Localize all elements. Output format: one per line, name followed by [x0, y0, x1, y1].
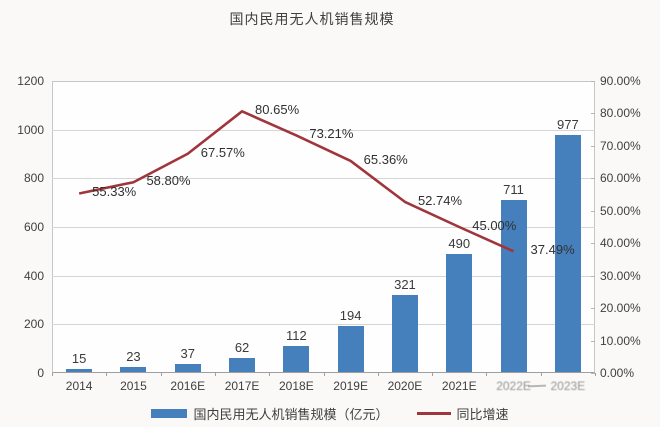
bar-value-label: 977: [556, 117, 579, 133]
bar-value-label: 490: [448, 235, 471, 251]
legend-item-growth: 同比增速: [416, 404, 509, 423]
x-axis-tick-mark: [269, 373, 271, 376]
y-axis-right-tick-label: 90.00%: [600, 74, 641, 88]
y-axis-right-tick-label: 50.00%: [600, 203, 641, 218]
y-axis-right-tick-label: 40.00%: [600, 236, 641, 251]
right-axis-tick-mark: [591, 308, 595, 310]
growth-point-label: 52.74%: [417, 192, 463, 208]
y-axis-left-tick-label: 0: [37, 366, 44, 380]
growth-point-label: 67.57%: [200, 144, 245, 160]
x-axis-tick-label: 2017E: [224, 379, 260, 393]
x-axis-tick-mark: [540, 373, 542, 376]
x-axis-tick-mark: [214, 373, 216, 376]
sales-bar: [337, 325, 364, 372]
x-axis-tick-mark: [323, 373, 325, 376]
gridline: [52, 178, 595, 180]
x-axis-tick-label: 2021E: [441, 379, 477, 393]
right-axis-tick-mark: [591, 113, 595, 115]
x-axis-tick-label: 2014: [65, 379, 93, 393]
sales-bar: [174, 363, 201, 372]
legend: 国内民用无人机销售规模（亿元） 同比增速: [0, 404, 660, 423]
sales-bar: [66, 369, 93, 372]
x-axis-tick-mark: [160, 373, 162, 376]
growth-point-label: 45.00%: [472, 218, 517, 233]
legend-item-sales: 国内民用无人机销售规模（亿元）: [151, 404, 389, 423]
legend-line-swatch-icon: [416, 412, 451, 415]
y-axis-right-tick-label: 70.00%: [600, 138, 641, 153]
legend-bar-swatch-icon: [151, 409, 188, 418]
chart-title: 国内民用无人机销售规模: [229, 11, 395, 27]
growth-point-label: 37.49%: [530, 242, 575, 258]
y-axis-left-tick-label: 200: [23, 317, 44, 332]
right-axis-tick-mark: [591, 373, 595, 374]
sales-bar: [120, 367, 147, 372]
legend-sales-label: 国内民用无人机销售规模（亿元）: [193, 407, 389, 422]
growth-point-label: 58.80%: [146, 173, 191, 189]
y-axis-left-tick-label: 800: [23, 171, 44, 186]
sales-bar: [391, 294, 418, 372]
x-axis-tick-label: 2020E: [387, 379, 423, 393]
x-axis-tick-mark: [432, 373, 434, 376]
x-axis-tick-label: 2019E: [333, 379, 368, 393]
bar-value-label: 321: [394, 276, 416, 292]
x-axis-tick-label: 2016E: [170, 379, 206, 393]
growth-point-label: 73.21%: [309, 126, 354, 142]
y-axis-left-tick-label: 400: [23, 268, 44, 283]
y-axis-left-tick-label: 1000: [17, 122, 44, 137]
right-axis-tick-mark: [591, 243, 595, 245]
label-smudge-artifact: [527, 384, 547, 388]
bar-value-label: 23: [126, 349, 141, 365]
y-axis-right-tick-label: 80.00%: [600, 106, 641, 121]
growth-point-label: 55.33%: [92, 184, 137, 200]
x-axis-tick-mark: [52, 373, 53, 376]
right-axis-tick-mark: [591, 145, 595, 147]
sales-bar: [283, 345, 310, 372]
sales-bar: [229, 357, 256, 372]
right-axis-tick-mark: [591, 275, 595, 277]
x-axis-tick-label: 2015: [120, 379, 147, 393]
right-axis-tick-mark: [591, 340, 595, 342]
bar-value-label: 15: [71, 351, 87, 367]
right-axis-tick-mark: [591, 178, 595, 180]
bar-value-label: 37: [180, 345, 195, 361]
growth-point-label: 80.65%: [255, 102, 300, 118]
x-axis-tick-mark: [595, 373, 596, 376]
y-axis-right-tick-label: 20.00%: [600, 301, 641, 316]
x-axis-tick-label: 2018E: [278, 379, 314, 393]
legend-growth-label: 同比增速: [456, 407, 509, 422]
right-axis-tick-mark: [591, 210, 595, 212]
y-axis-right-tick-label: 10.00%: [600, 333, 641, 348]
sales-bar: [446, 253, 473, 372]
y-axis-right-tick-label: 0.00%: [600, 366, 635, 380]
right-axis-tick-mark: [591, 81, 595, 82]
sales-bar: [554, 135, 581, 372]
bar-value-label: 112: [285, 327, 307, 343]
gridline: [52, 324, 595, 326]
x-axis-tick-mark: [377, 373, 379, 376]
x-axis-tick-label: 2023E: [550, 379, 586, 393]
y-axis-right-tick-label: 30.00%: [600, 268, 641, 283]
y-axis-left-tick-label: 1200: [17, 74, 44, 88]
x-axis-tick-label: 2022E: [496, 379, 531, 393]
gridline: [52, 275, 595, 277]
x-axis-tick-mark: [486, 373, 488, 376]
x-axis-tick-mark: [106, 373, 108, 376]
bar-value-label: 711: [503, 181, 524, 197]
bar-value-label: 194: [339, 307, 362, 323]
growth-point-label: 65.36%: [363, 151, 408, 167]
y-axis-right-tick-label: 60.00%: [600, 171, 641, 186]
y-axis-left-tick-label: 600: [23, 220, 44, 234]
bar-value-label: 62: [234, 339, 250, 355]
